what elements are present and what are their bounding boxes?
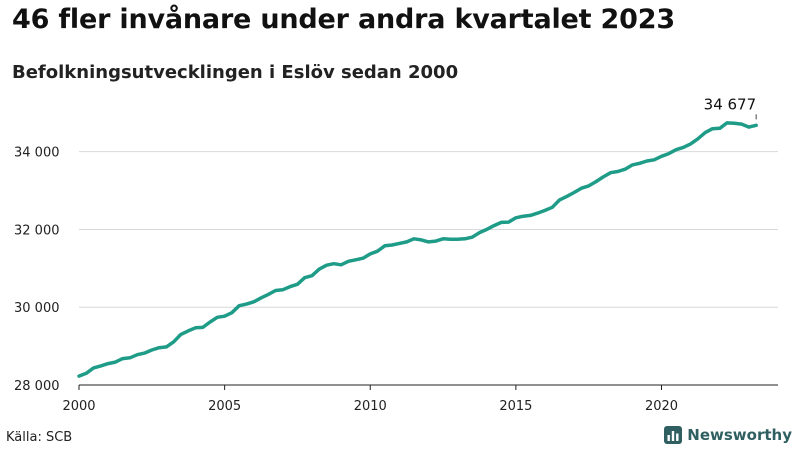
x-axis-ticks: 2000 2005 2010 2015 2020 bbox=[62, 385, 678, 414]
chart-title: 46 fler invånare under andra kvartalet 2… bbox=[12, 4, 675, 35]
y-axis-tick-labels: 28 000 30 000 32 000 34 000 bbox=[14, 146, 60, 394]
y-tick-label: 30 000 bbox=[14, 301, 60, 316]
x-tick-label: 2000 bbox=[62, 399, 95, 414]
series-line-population bbox=[77, 121, 758, 378]
y-tick-label: 32 000 bbox=[14, 223, 60, 238]
chart-subtitle: Befolkningsutvecklingen i Eslöv sedan 20… bbox=[12, 62, 459, 83]
x-tick-label: 2005 bbox=[208, 399, 241, 414]
x-tick-label: 2010 bbox=[354, 399, 387, 414]
y-tick-label: 28 000 bbox=[14, 379, 60, 394]
y-tick-label: 34 000 bbox=[14, 146, 60, 161]
bar-chart-logo-icon bbox=[664, 426, 683, 444]
brand-name: Newsworthy bbox=[687, 426, 792, 444]
x-tick-label: 2015 bbox=[499, 399, 532, 414]
end-value-label: 34 677 bbox=[704, 95, 757, 113]
brand-logo[interactable]: Newsworthy bbox=[664, 426, 792, 444]
gridlines bbox=[79, 151, 778, 308]
source-note: Källa: SCB bbox=[6, 430, 73, 445]
x-tick-label: 2020 bbox=[645, 399, 678, 414]
